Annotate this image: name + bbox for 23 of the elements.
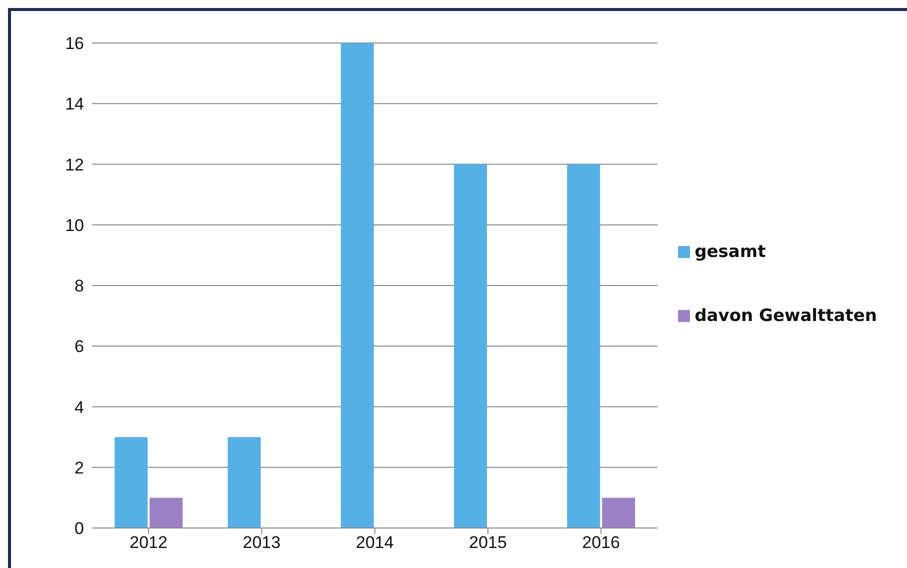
y-tick-label: 12 (65, 155, 84, 174)
y-tick-label: 2 (74, 458, 84, 478)
x-tick-label: 2012 (130, 533, 168, 552)
x-tick-label: 2016 (582, 533, 620, 552)
bar (114, 437, 148, 528)
bar (454, 164, 487, 528)
y-tick-label: 8 (74, 276, 84, 296)
bar (567, 164, 600, 528)
y-tick-label: 6 (74, 337, 84, 356)
legend-label: gesamt (694, 242, 766, 262)
bar (228, 437, 261, 528)
y-tick-label: 16 (65, 34, 84, 54)
bar (150, 498, 183, 528)
x-tick-label: 2015 (469, 533, 507, 552)
bar (602, 498, 636, 528)
y-tick-label: 10 (65, 216, 84, 235)
legend-label: davon Gewalttaten (694, 306, 877, 326)
x-tick-label: 2013 (242, 533, 281, 552)
y-tick-label: 4 (74, 398, 84, 417)
y-tick-label: 0 (74, 519, 84, 538)
bar (340, 43, 374, 528)
y-tick-label: 14 (65, 94, 84, 114)
x-tick-label: 2014 (356, 533, 394, 552)
